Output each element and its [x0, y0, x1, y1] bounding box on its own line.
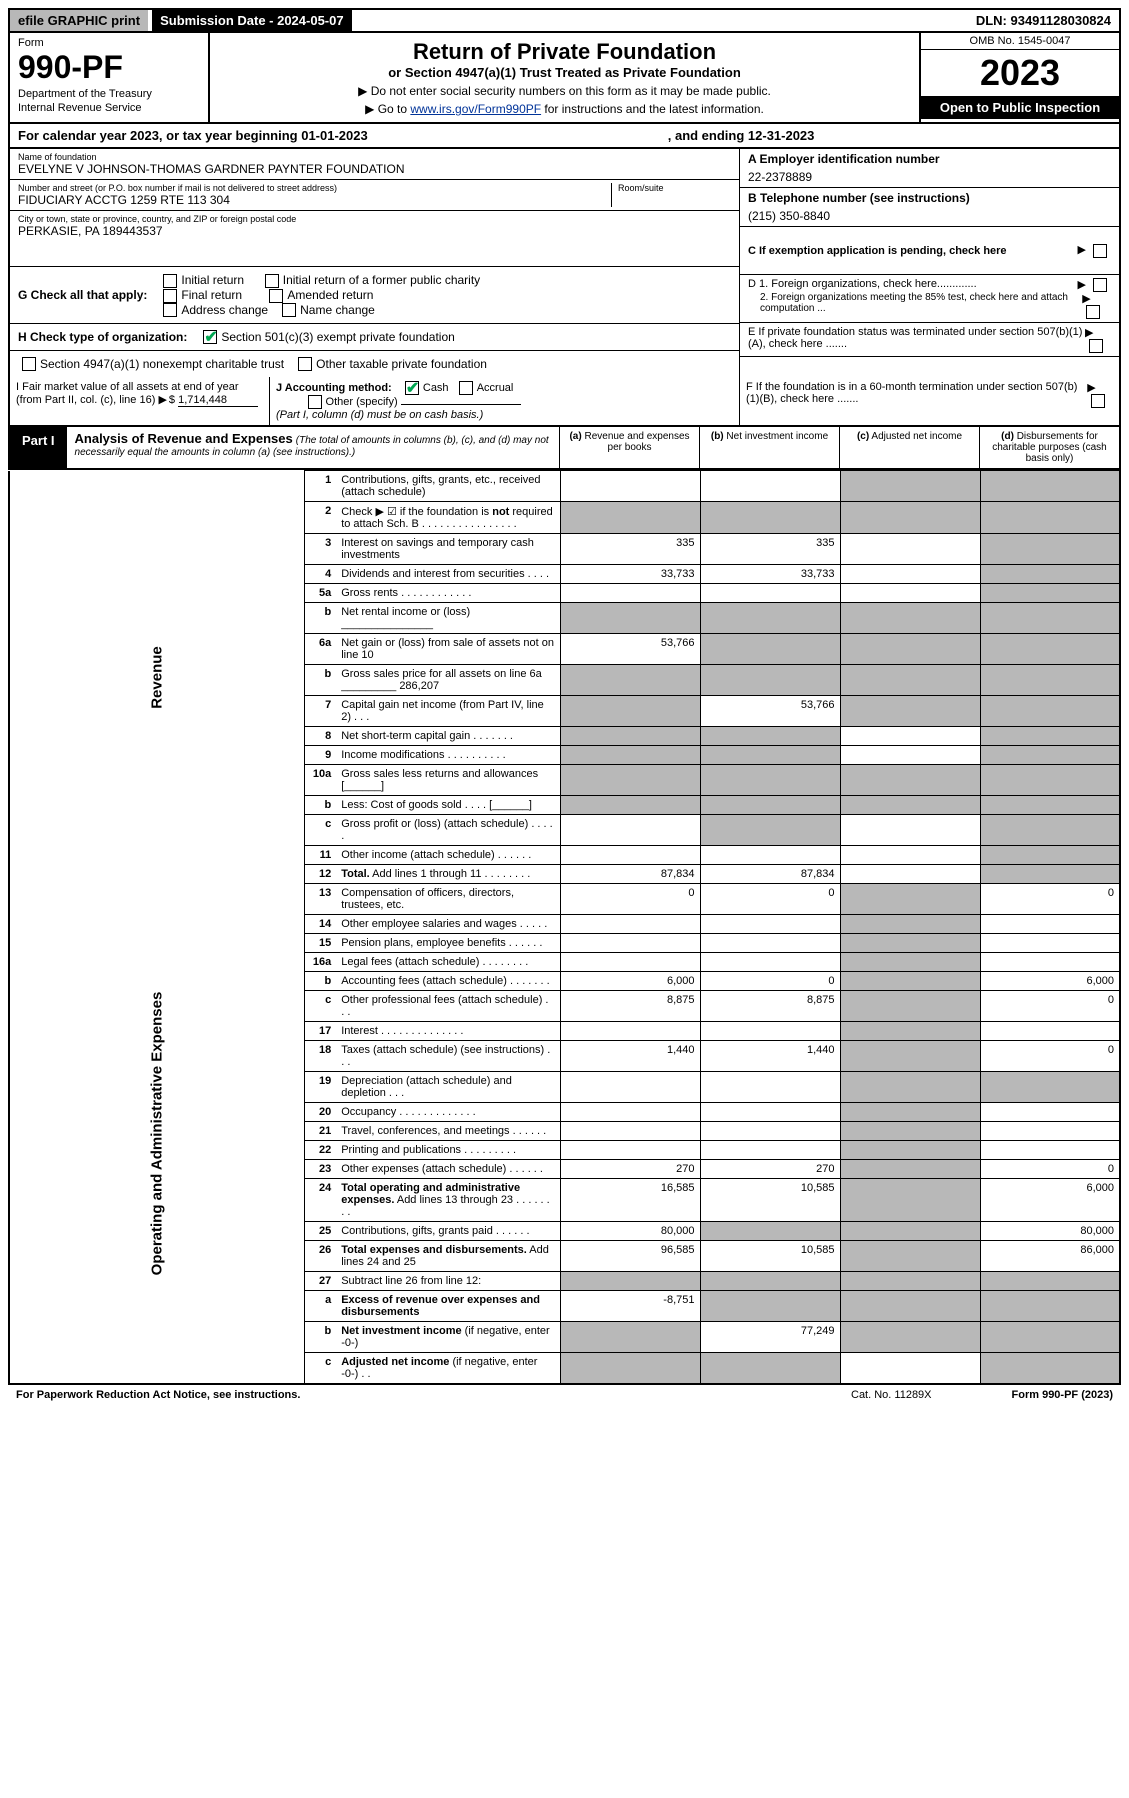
cb-name-change[interactable]: [282, 303, 296, 317]
h-check-row: H Check type of organization: Section 50…: [10, 324, 739, 351]
accounting-method-cell: J Accounting method: Cash Accrual Other …: [270, 377, 739, 425]
header-row: Form 990-PF Department of the Treasury I…: [8, 33, 1121, 124]
calendar-year-row: For calendar year 2023, or tax year begi…: [8, 124, 1121, 149]
c-cell: C If exemption application is pending, c…: [740, 227, 1119, 275]
form-ref: Form 990-PF (2023): [1012, 1389, 1113, 1401]
cb-60month[interactable]: [1091, 394, 1105, 408]
info-grid: Name of foundation EVELYNE V JOHNSON-THO…: [8, 149, 1121, 377]
cb-address-change[interactable]: [163, 303, 177, 317]
cb-exemption-pending[interactable]: [1093, 244, 1107, 258]
col-c-hdr: (c) Adjusted net income: [839, 427, 979, 468]
cb-foreign[interactable]: [1093, 278, 1107, 292]
instr-2: ▶ Go to www.irs.gov/Form990PF for instru…: [226, 102, 903, 116]
irs-link[interactable]: www.irs.gov/Form990PF: [410, 102, 541, 116]
info-right: A Employer identification number 22-2378…: [739, 149, 1119, 377]
open-public: Open to Public Inspection: [921, 96, 1119, 119]
header-right: OMB No. 1545-0047 2023 Open to Public In…: [919, 33, 1119, 122]
foundation-name-cell: Name of foundation EVELYNE V JOHNSON-THO…: [10, 149, 739, 180]
e-cell: E If private foundation status was termi…: [740, 323, 1119, 357]
cb-501c3[interactable]: [203, 330, 217, 344]
cb-terminated[interactable]: [1089, 339, 1103, 353]
table-row: Revenue1Contributions, gifts, grants, et…: [9, 471, 1120, 502]
lower-info: I Fair market value of all assets at end…: [8, 377, 1121, 427]
cb-initial-return[interactable]: [163, 274, 177, 288]
submission-date: Submission Date - 2024-05-07: [152, 10, 352, 31]
revenue-side-label: Revenue: [148, 536, 165, 820]
footer: For Paperwork Reduction Act Notice, see …: [8, 1385, 1121, 1405]
header-left: Form 990-PF Department of the Treasury I…: [10, 33, 210, 122]
cb-amended[interactable]: [269, 289, 283, 303]
part1-header: Part I Analysis of Revenue and Expenses …: [8, 427, 1121, 470]
cb-initial-former[interactable]: [265, 274, 279, 288]
tel-cell: B Telephone number (see instructions) (2…: [740, 188, 1119, 227]
cb-other-method[interactable]: [308, 395, 322, 409]
expenses-side-label: Operating and Administrative Expenses: [148, 992, 165, 1276]
form-label: Form: [18, 37, 200, 49]
cb-other-taxable[interactable]: [298, 357, 312, 371]
part1-table: Revenue1Contributions, gifts, grants, et…: [8, 470, 1121, 1385]
cb-cash[interactable]: [405, 381, 419, 395]
g-check-row: G Check all that apply: Initial return I…: [10, 267, 739, 324]
efile-label: efile GRAPHIC print: [10, 10, 148, 31]
dept-treasury: Department of the Treasury: [18, 88, 200, 100]
dln: DLN: 93491128030824: [968, 10, 1119, 31]
part1-tab: Part I: [10, 427, 67, 468]
col-a-hdr: (a) Revenue and expenses per books: [559, 427, 699, 468]
lower-left: I Fair market value of all assets at end…: [10, 377, 739, 425]
cal-year-begin: For calendar year 2023, or tax year begi…: [18, 128, 368, 143]
cal-year-end: , and ending 12-31-2023: [668, 128, 815, 143]
city-cell: City or town, state or province, country…: [10, 211, 739, 267]
info-left: Name of foundation EVELYNE V JOHNSON-THO…: [10, 149, 739, 377]
omb-number: OMB No. 1545-0047: [921, 33, 1119, 50]
paperwork-notice: For Paperwork Reduction Act Notice, see …: [16, 1389, 300, 1401]
f-cell: F If the foundation is in a 60-month ter…: [739, 377, 1119, 425]
fmv-cell: I Fair market value of all assets at end…: [10, 377, 270, 425]
cb-final-return[interactable]: [163, 289, 177, 303]
col-b-hdr: (b) Net investment income: [699, 427, 839, 468]
cb-85pct[interactable]: [1086, 305, 1100, 319]
address-cell: Number and street (or P.O. box number if…: [10, 180, 739, 211]
col-d-hdr: (d) Disbursements for charitable purpose…: [979, 427, 1119, 468]
irs: Internal Revenue Service: [18, 102, 200, 114]
h-check-row2: Section 4947(a)(1) nonexempt charitable …: [10, 351, 739, 377]
part1-desc: Analysis of Revenue and Expenses (The to…: [67, 427, 559, 468]
cat-no: Cat. No. 11289X: [851, 1389, 932, 1401]
form-subtitle: or Section 4947(a)(1) Trust Treated as P…: [226, 65, 903, 80]
form-title: Return of Private Foundation: [226, 39, 903, 65]
table-row: Operating and Administrative Expenses13C…: [9, 884, 1120, 915]
tax-year: 2023: [921, 50, 1119, 96]
cb-accrual[interactable]: [459, 381, 473, 395]
cb-4947[interactable]: [22, 357, 36, 371]
header-center: Return of Private Foundation or Section …: [210, 33, 919, 122]
instr-1: ▶ Do not enter social security numbers o…: [226, 84, 903, 98]
top-bar: efile GRAPHIC print Submission Date - 20…: [8, 8, 1121, 33]
ein-cell: A Employer identification number 22-2378…: [740, 149, 1119, 188]
d-cell: D 1. Foreign organizations, check here..…: [740, 275, 1119, 323]
form-page: efile GRAPHIC print Submission Date - 20…: [0, 0, 1129, 1413]
form-number: 990-PF: [18, 49, 200, 86]
